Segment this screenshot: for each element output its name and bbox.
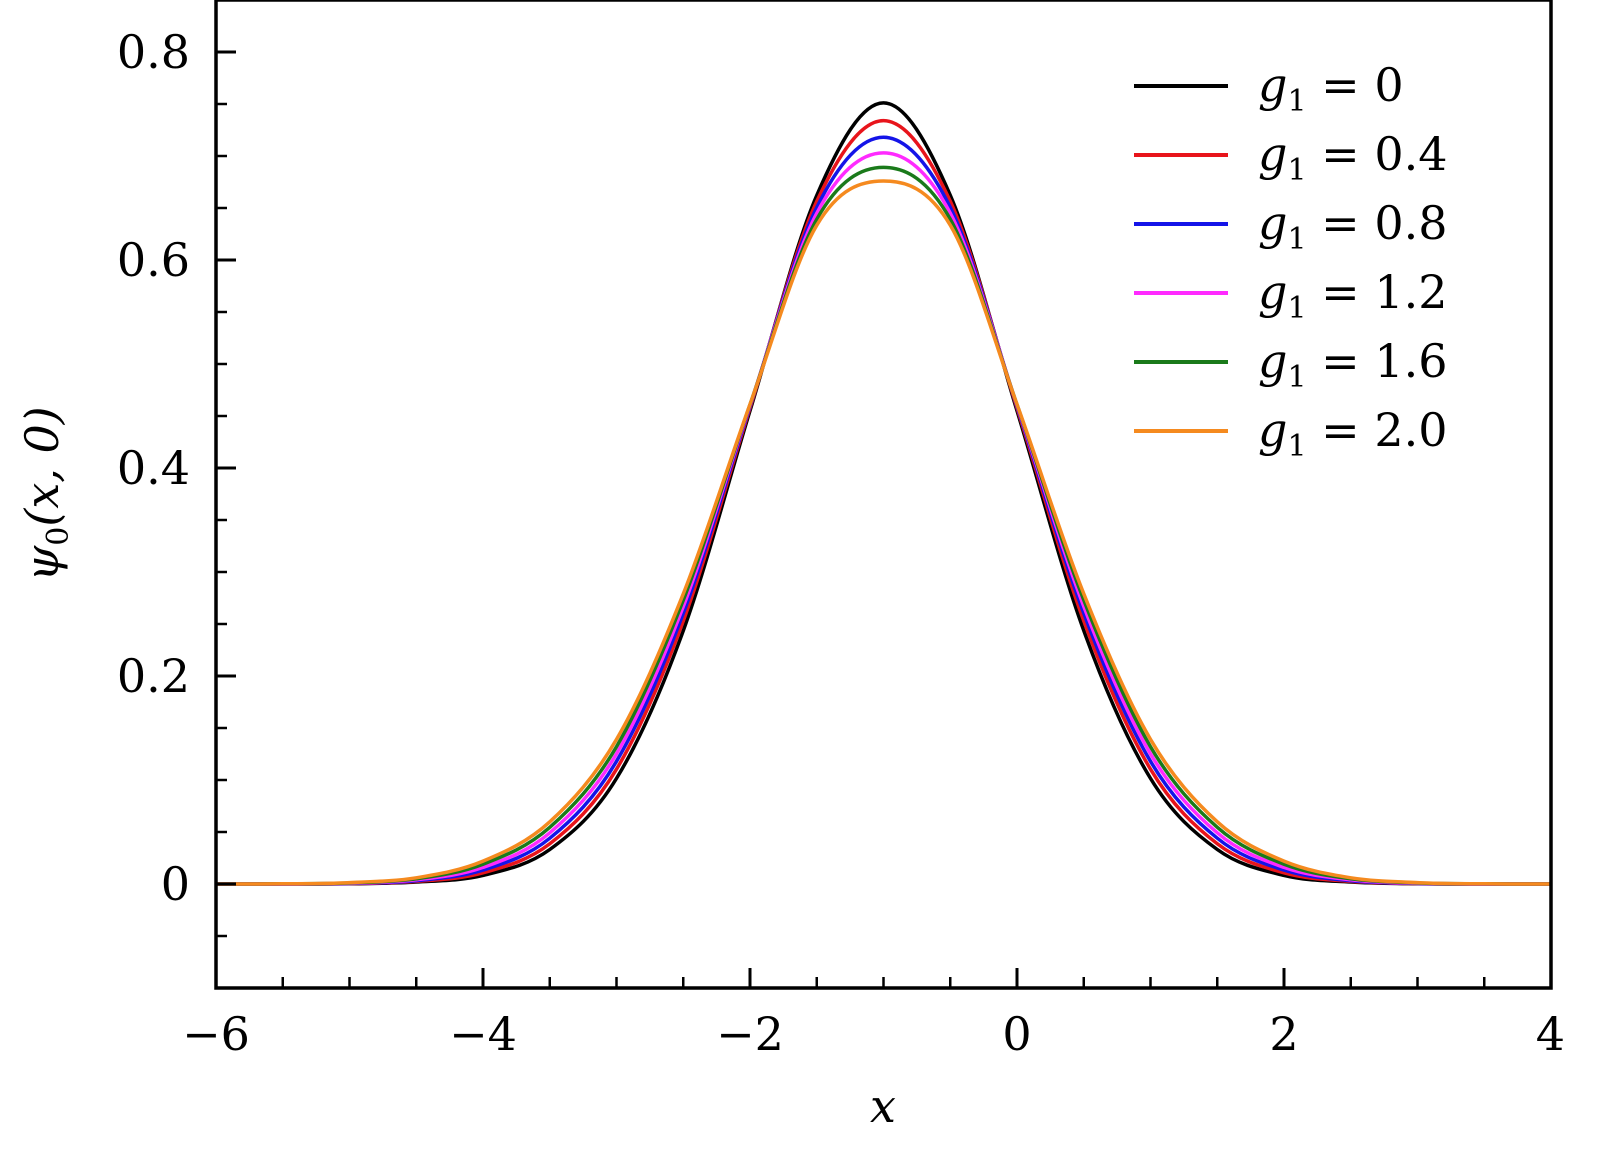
x-tick-label-0: −6 [182,1007,250,1061]
x-tick-label-4: 2 [1269,1007,1298,1061]
legend-eq-2: = 0.8 [1307,196,1448,250]
legend-var-4: g [1258,334,1287,388]
legend-eq-3: = 1.2 [1307,265,1448,319]
legend-eq-0: = 0 [1307,58,1404,112]
legend-var-5: g [1258,403,1287,457]
y-axis-label: ψ0(x, 0) [15,406,76,582]
tick-labels: −6 −4 −2 0 2 4 0 0.2 0.4 0.6 0.8 [117,25,1565,1061]
y-tick-label-2: 0.4 [117,441,190,495]
legend-var-3: g [1258,265,1287,319]
curves [215,101,1552,886]
x-tick-label-3: 0 [1002,1007,1031,1061]
legend-var-0: g [1258,58,1287,112]
y-axis-label-rest: (x, 0) [15,406,69,526]
series-line-1 [215,118,1552,886]
legend-label-0: g1 = 0 [1258,58,1404,119]
y-tick-label-3: 0.6 [117,233,190,287]
series-line-2 [215,135,1552,886]
axis-ticks [214,50,1553,988]
legend-label-5: g1 = 2.0 [1258,403,1448,464]
legend-label-4: g1 = 1.6 [1258,334,1448,395]
legend-sub-3: 1 [1287,291,1306,326]
series-line-0 [216,101,1551,886]
legend-var-2: g [1258,196,1287,250]
series-line-4 [215,165,1552,886]
x-axis-label: x [870,1079,896,1133]
y-tick-label-0: 0 [161,857,190,911]
y-axis-label-var: ψ [15,545,69,582]
legend-label-2: g1 = 0.8 [1258,196,1448,257]
legend-sub-1: 1 [1287,153,1306,188]
y-axis-label-sub: 0 [41,527,76,546]
legend-sub-5: 1 [1287,429,1306,464]
legend: g1 = 0g1 = 0.4g1 = 0.8g1 = 1.2g1 = 1.6g1… [1134,58,1448,464]
legend-eq-1: = 0.4 [1307,127,1448,181]
legend-eq-5: = 2.0 [1307,403,1448,457]
legend-sub-0: 1 [1287,84,1306,119]
series-line-3 [215,151,1552,886]
x-tick-label-2: −2 [716,1007,784,1061]
legend-sub-2: 1 [1287,222,1306,257]
legend-label-1: g1 = 0.4 [1258,127,1448,188]
legend-eq-4: = 1.6 [1307,334,1448,388]
series-line-5 [215,179,1552,886]
y-tick-label-1: 0.2 [117,649,190,703]
legend-var-1: g [1258,127,1287,181]
legend-label-3: g1 = 1.2 [1258,265,1448,326]
legend-sub-4: 1 [1287,360,1306,395]
y-tick-label-4: 0.8 [117,25,190,79]
x-tick-label-1: −4 [449,1007,517,1061]
x-tick-label-5: 4 [1536,1007,1565,1061]
